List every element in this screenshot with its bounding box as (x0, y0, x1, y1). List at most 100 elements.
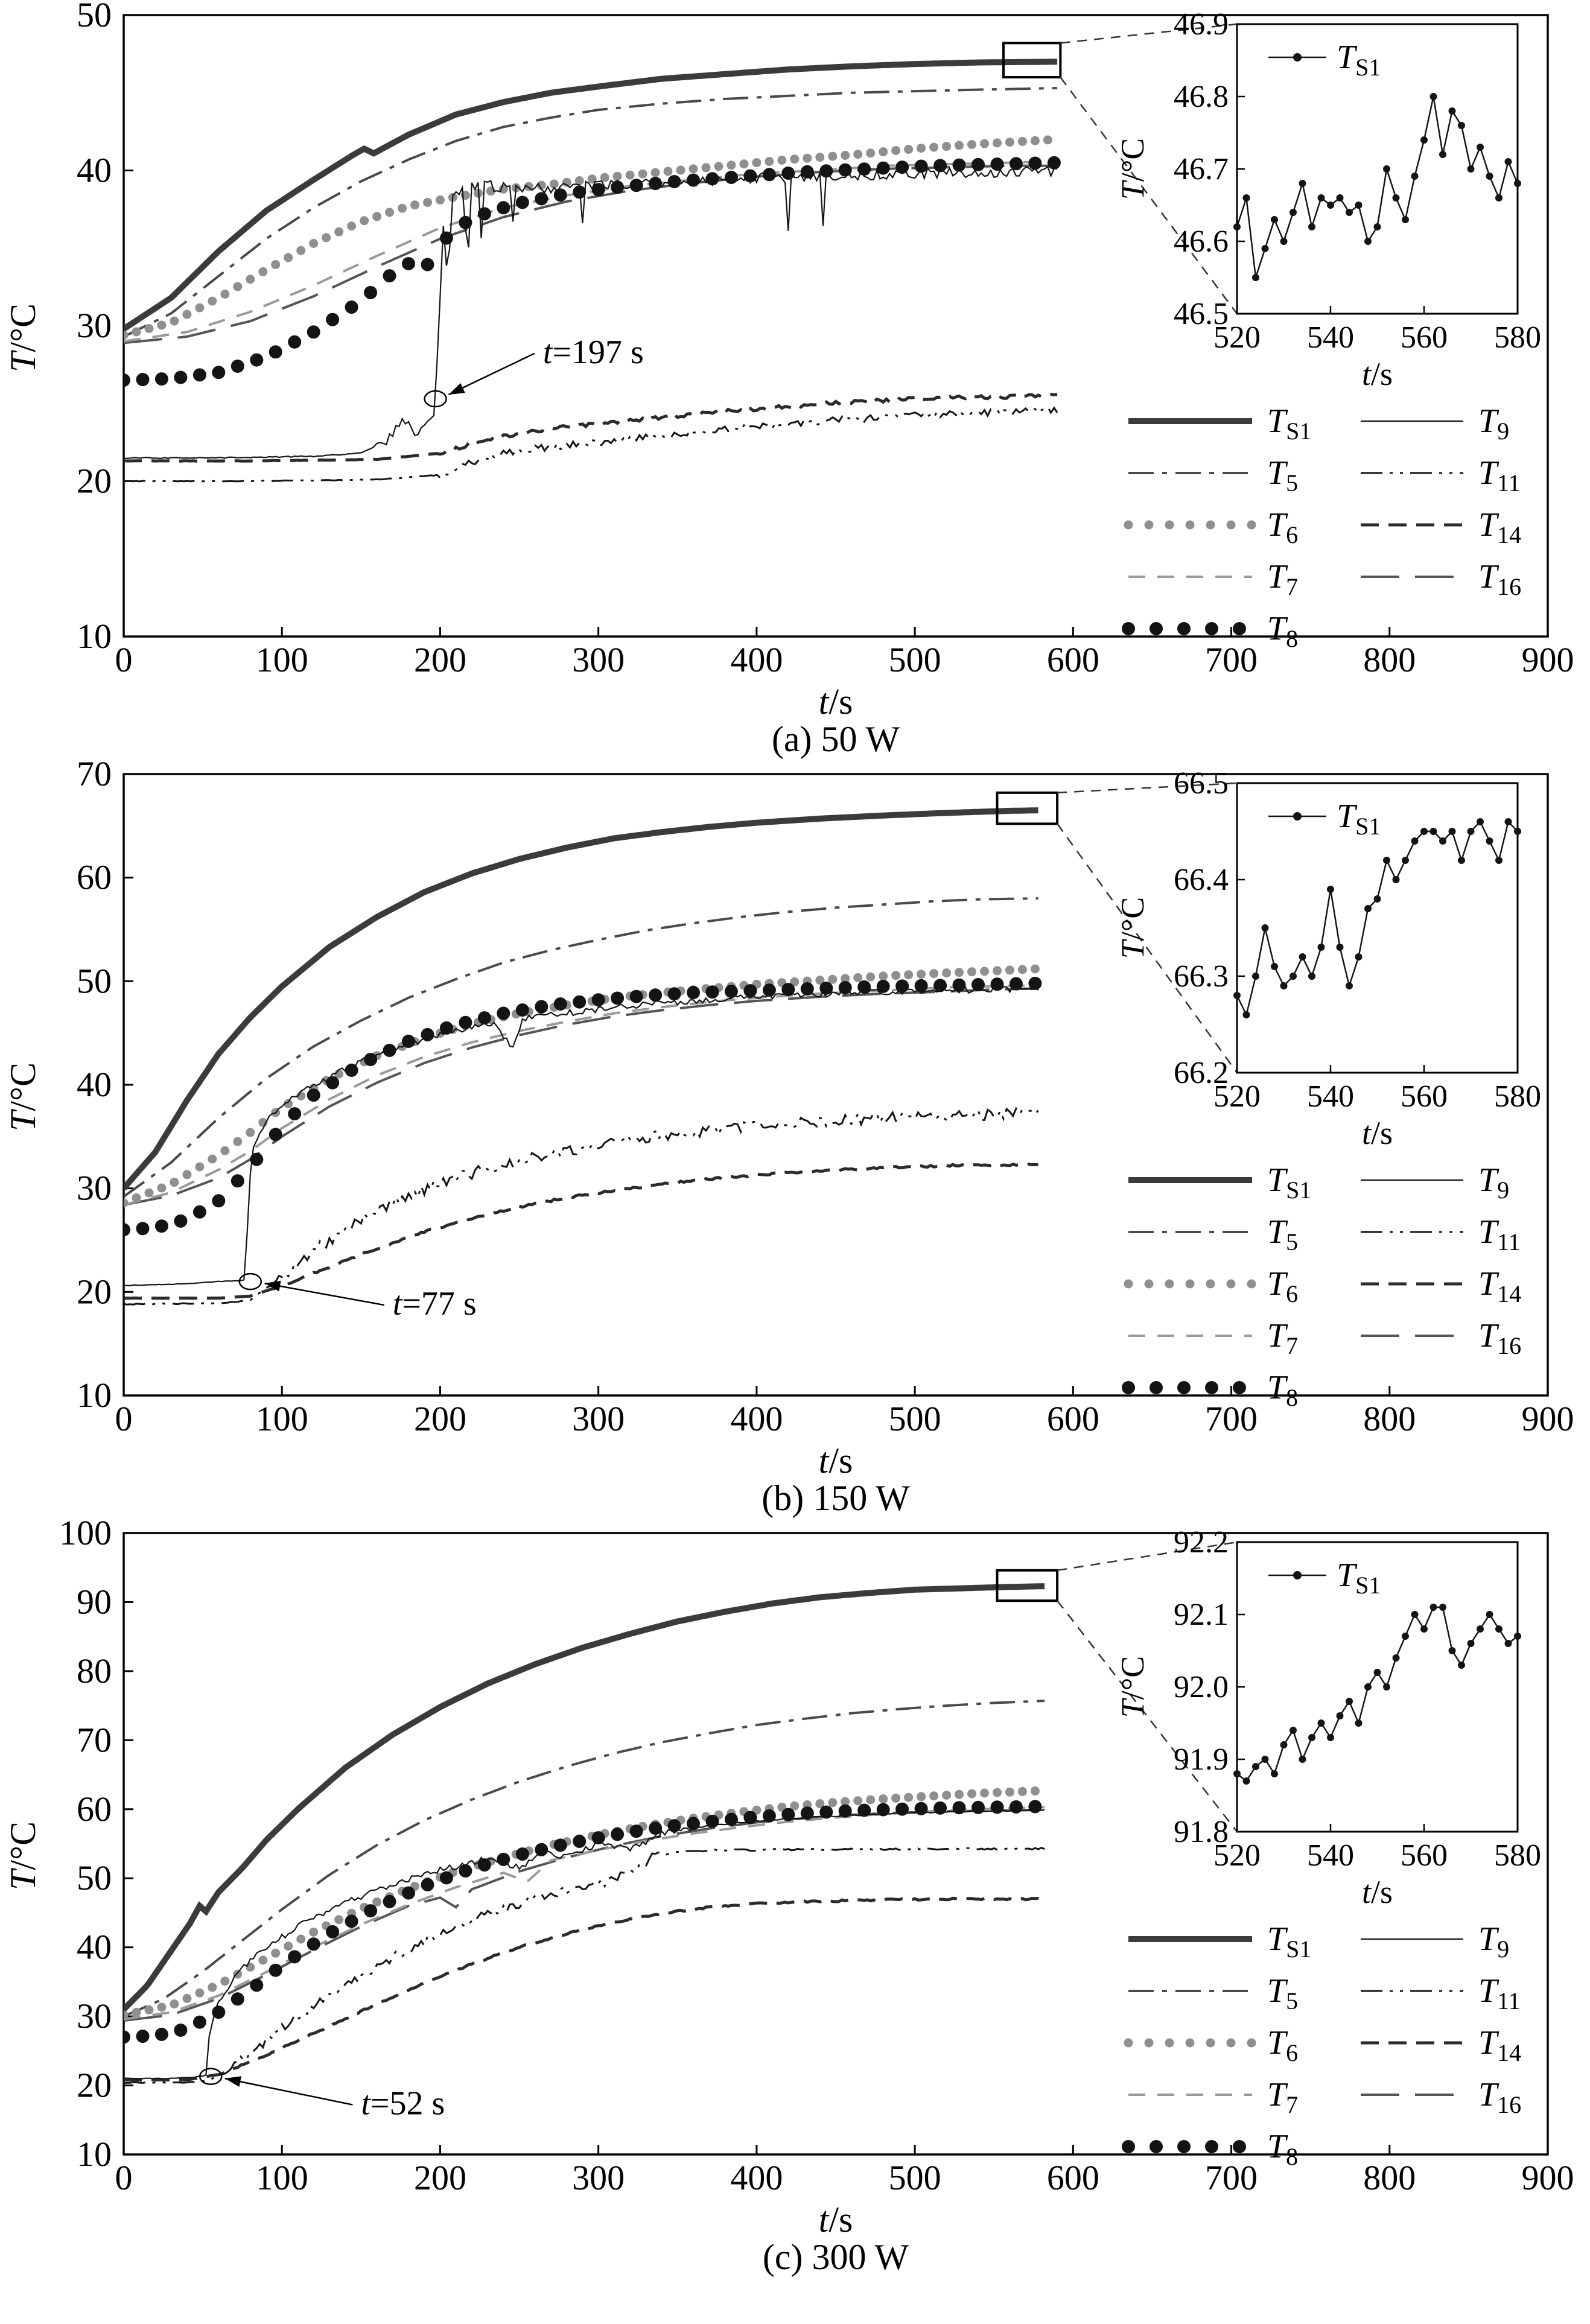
marker-dot (929, 1791, 939, 1801)
marker-dot (192, 2015, 206, 2029)
marker-dot (212, 1194, 226, 1208)
marker-dot (364, 285, 378, 299)
legend-label-T11: T11 (1478, 454, 1521, 497)
zoom-connector-top (1057, 1541, 1238, 1572)
marker-dot (182, 1170, 192, 1179)
marker-dot (124, 373, 130, 387)
marker-dot (573, 185, 587, 199)
marker-dot (258, 1955, 268, 1965)
x-tick-label: 0 (115, 2158, 133, 2197)
zoom-connector-bottom (1057, 1600, 1238, 1832)
inset-marker-dot (1504, 158, 1512, 165)
marker-dot (231, 360, 244, 373)
legend-sample-T8 (1122, 2140, 1135, 2153)
legend-sample-T8 (1150, 1381, 1163, 1394)
y-tick-label: 70 (77, 759, 112, 793)
inset-marker-dot (1504, 818, 1512, 825)
marker-dot (917, 1792, 926, 1802)
marker-dot (952, 1801, 966, 1815)
marker-dot (1047, 156, 1061, 170)
y-tick-label: 20 (77, 1272, 112, 1311)
marker-dot (535, 1000, 549, 1014)
legend-label-T9: T9 (1478, 1161, 1509, 1204)
inset-x-tick-label: 580 (1494, 320, 1541, 355)
marker-dot (743, 169, 757, 183)
panel-caption: (a) 50 W (772, 719, 900, 759)
y-tick-label: 20 (77, 462, 112, 501)
inset-marker-dot (1355, 1719, 1363, 1727)
series-TS1 (124, 807, 1038, 1190)
marker-dot (212, 366, 226, 379)
y-tick-label: 90 (77, 1582, 112, 1621)
inset-marker-dot (1402, 857, 1409, 864)
legend-label-T7: T7 (1267, 2076, 1298, 2118)
legend-sample-T8 (1150, 622, 1163, 635)
y-axis-label: T/°C (3, 1062, 43, 1131)
marker-dot (891, 1793, 901, 1803)
marker-dot (345, 1064, 358, 1077)
legend-sample-T6 (1144, 520, 1154, 530)
y-tick-label: 30 (77, 1169, 112, 1208)
inset-box (1236, 1541, 1519, 1833)
x-tick-label: 0 (115, 640, 133, 679)
inset-marker-dot (1317, 1719, 1325, 1727)
marker-dot (402, 257, 415, 270)
marker-dot (955, 968, 964, 977)
marker-dot (1017, 136, 1027, 146)
x-tick-label: 600 (1047, 1399, 1099, 1438)
marker-dot (967, 967, 976, 977)
marker-dot (439, 1871, 453, 1885)
y-tick-label: 30 (77, 1996, 112, 2036)
marker-dot (364, 1053, 378, 1067)
zoom-rect (996, 1569, 1059, 1602)
marker-dot (781, 1808, 795, 1821)
marker-dot (402, 1886, 415, 1900)
inset-marker-dot (1261, 924, 1269, 932)
marker-dot (345, 1914, 358, 1928)
marker-dot (929, 969, 939, 979)
marker-dot (879, 1794, 888, 1804)
legend-sample-T6 (1124, 1279, 1133, 1289)
inset-y-tick-label: 46.7 (1174, 152, 1229, 186)
inset-marker-dot (1467, 1640, 1475, 1647)
marker-dot (573, 995, 587, 1009)
inset-marker-dot (1504, 1640, 1512, 1647)
y-tick-label: 80 (77, 1651, 112, 1691)
legend-label-TS1: TS1 (1267, 1161, 1311, 1204)
legend-sample-T8 (1122, 622, 1135, 635)
marker-dot (132, 2008, 141, 2017)
marker-dot (857, 1803, 871, 1817)
marker-dot (611, 991, 625, 1005)
inset-marker-dot (1420, 1625, 1428, 1633)
marker-dot (952, 158, 966, 172)
annotation-arrowhead (264, 1280, 281, 1292)
legend-label-T6: T6 (1267, 1265, 1298, 1307)
marker-dot (250, 1152, 264, 1166)
x-tick-label: 800 (1363, 2158, 1416, 2197)
y-tick-label: 30 (77, 306, 112, 345)
y-tick-label: 40 (77, 1065, 112, 1104)
inset-marker-dot (1467, 165, 1475, 173)
marker-dot (220, 1146, 230, 1155)
marker-dot (971, 978, 985, 991)
x-tick-label: 200 (414, 640, 466, 679)
marker-dot (174, 370, 188, 384)
series-TS1 (124, 1583, 1045, 2012)
inset-marker-dot (1271, 1770, 1278, 1777)
zoom-connector-top (1060, 23, 1238, 44)
y-tick-label: 60 (77, 858, 112, 897)
marker-dot (1005, 965, 1014, 975)
x-tick-label: 800 (1363, 640, 1416, 679)
marker-dot (841, 151, 850, 160)
inset-marker-dot (1439, 1604, 1446, 1611)
marker-dot (743, 984, 757, 998)
x-axis-label: t/s (819, 2200, 853, 2240)
marker-dot (421, 1027, 434, 1041)
marker-dot (421, 1878, 434, 1891)
series-T16 (124, 987, 1038, 1207)
marker-dot (170, 316, 179, 326)
marker-dot (182, 1993, 192, 2003)
inset-marker-dot (1308, 973, 1315, 980)
marker-dot (828, 151, 838, 161)
